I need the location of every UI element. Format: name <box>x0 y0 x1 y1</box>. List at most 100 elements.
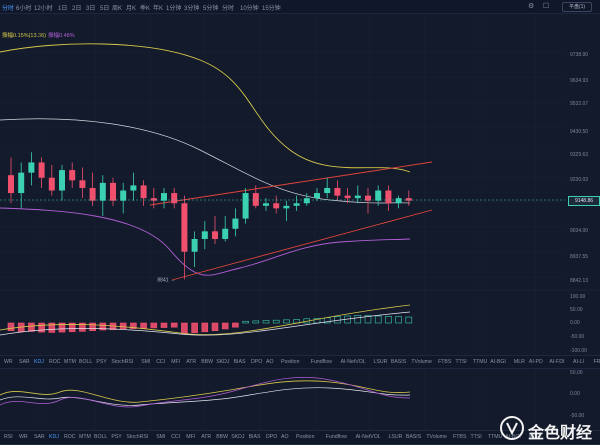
candle-body <box>375 191 381 201</box>
indicator-tab[interactable]: FTBS <box>453 434 466 440</box>
candle-body <box>49 178 55 191</box>
indicator-tab[interactable]: SAR <box>19 359 30 365</box>
macd-bar <box>385 316 391 323</box>
kdj-axis-label: 50.00 <box>570 370 583 376</box>
indicator-tab[interactable]: MLR <box>514 359 525 365</box>
price-axis-label: 8842.13 <box>570 278 588 284</box>
price-axis-label: 9329.63 <box>570 152 588 158</box>
indicator-tab[interactable]: ATR <box>201 434 211 440</box>
indicator-tab[interactable]: TVolume <box>411 359 431 365</box>
indicator-tab[interactable]: Position <box>281 359 299 365</box>
macd-bar <box>222 323 228 329</box>
indicator-tab[interactable]: MTM <box>79 434 91 440</box>
candle-body <box>202 231 208 239</box>
indicator-tab[interactable]: AI-NetVOL <box>356 434 381 440</box>
indicator-tab[interactable]: ROC <box>49 359 61 365</box>
macd-bar <box>243 321 249 323</box>
candle-body <box>141 185 147 198</box>
indicator-tab[interactable]: ATR <box>186 359 196 365</box>
indicator-tab[interactable]: MTM <box>64 359 76 365</box>
candle-body <box>263 203 269 206</box>
macd-bar <box>406 317 412 323</box>
indicator-tab[interactable]: BBW <box>216 434 228 440</box>
indicator-tab[interactable]: FTBS <box>438 359 451 365</box>
indicator-tab[interactable]: AI-FDI <box>549 359 564 365</box>
indicator-tab[interactable]: WR <box>19 434 28 440</box>
indicator-tab[interactable]: CCI <box>156 359 165 365</box>
indicator-tab[interactable]: Position <box>296 434 314 440</box>
indicator-tab[interactable]: Fundflow <box>326 434 347 440</box>
candle-body <box>161 193 167 201</box>
indicator-tab[interactable]: SMI <box>141 359 150 365</box>
indicator-tab[interactable]: AI-PD <box>529 359 543 365</box>
indicator-tab[interactable]: BIAS <box>234 359 246 365</box>
indicator-tab[interactable]: AI-BGI <box>490 359 506 365</box>
indicator-tab[interactable]: StochRSI <box>111 359 133 365</box>
indicator-tab[interactable]: AO <box>266 359 274 365</box>
indicator-tab[interactable]: BOLL <box>94 434 107 440</box>
indicator-tab[interactable]: SKDJ <box>216 359 229 365</box>
indicator-tab[interactable]: SMI <box>156 434 165 440</box>
watermark-text: 金色财经 <box>528 419 592 443</box>
indicator-tab[interactable]: AO <box>281 434 289 440</box>
indicator-tab[interactable]: LSUR <box>374 359 388 365</box>
candle-body <box>355 196 361 199</box>
macd-bar <box>181 323 187 334</box>
indicator-tab[interactable]: SKDJ <box>231 434 244 440</box>
macd-axis-label: -50.00 <box>570 334 584 340</box>
macd-axis-label: -100.00 <box>570 348 587 354</box>
candle-body <box>345 196 351 199</box>
indicator-tab[interactable]: WR <box>4 359 13 365</box>
candle-body <box>212 231 218 239</box>
indicator-tab[interactable]: LSUR <box>389 434 403 440</box>
candle-body <box>79 180 85 188</box>
candle-body <box>314 193 320 198</box>
indicator-tab[interactable]: SAR <box>34 434 45 440</box>
indicator-tab[interactable]: BIAS <box>249 434 261 440</box>
indicator-tab[interactable]: TTSI <box>456 359 467 365</box>
indicator-tab[interactable]: Fundflow <box>311 359 332 365</box>
candle-body <box>18 173 24 193</box>
indicator-tab[interactable]: PSY <box>96 359 106 365</box>
indicator-tab[interactable]: BASIS <box>391 359 406 365</box>
candle-body <box>181 203 187 251</box>
indicator-tab[interactable]: StochRSI <box>126 434 148 440</box>
indicator-tab[interactable]: TTMU <box>473 359 487 365</box>
candle-body <box>396 198 402 203</box>
indicator-tab[interactable]: BOLL <box>79 359 92 365</box>
indicator-tab[interactable]: DPO <box>251 359 262 365</box>
indicator-tab[interactable]: TTSI <box>471 434 482 440</box>
macd-bar <box>171 323 177 327</box>
candle-body <box>334 188 340 196</box>
kdj-axis-label: 0.00 <box>570 391 580 397</box>
macd-bar <box>283 320 289 323</box>
indicator-tab[interactable]: MFI <box>186 434 195 440</box>
price-axis-label: 9634.93 <box>570 78 588 84</box>
indicator-tab[interactable]: PSY <box>111 434 121 440</box>
indicator-tab[interactable]: AI-NetVOL <box>341 359 366 365</box>
candle-body <box>130 185 136 190</box>
indicator-tab[interactable]: BBW <box>201 359 213 365</box>
macd-axis-label: 0.00 <box>570 320 580 326</box>
candle-body <box>324 188 330 193</box>
indicator-tab[interactable]: RSI <box>4 434 13 440</box>
macd-axis-label: 100.00 <box>570 294 585 300</box>
indicator-tab[interactable]: KDJ <box>34 359 44 365</box>
indicator-tab[interactable]: CCI <box>171 434 180 440</box>
indicator-tab[interactable]: AI-LI <box>573 359 584 365</box>
macd-bar <box>141 323 147 328</box>
indicator-tab[interactable]: MFI <box>171 359 180 365</box>
trendline-lower <box>172 210 432 280</box>
indicator-tab[interactable]: ROC <box>64 434 76 440</box>
indicator-tab[interactable]: DPO <box>266 434 277 440</box>
candle-body <box>253 193 259 206</box>
indicator-tab[interactable]: BASIS <box>406 434 421 440</box>
indicator-tab[interactable]: FR <box>594 359 600 365</box>
candle-body <box>69 170 75 180</box>
indicator-tab[interactable]: TVolume <box>426 434 446 440</box>
indicator-tab[interactable]: KDJ <box>49 434 59 440</box>
macd-bar <box>202 323 208 332</box>
candle-body <box>294 203 300 206</box>
